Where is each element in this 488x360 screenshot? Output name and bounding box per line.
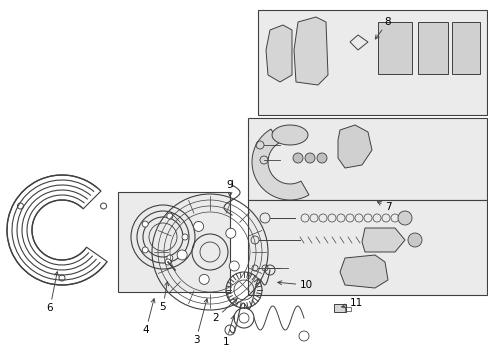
Text: 9: 9 [226,180,233,196]
Polygon shape [247,118,486,200]
Circle shape [397,211,411,225]
Polygon shape [265,25,291,82]
Polygon shape [293,17,327,85]
Polygon shape [337,125,371,168]
Text: 2: 2 [212,298,237,323]
Text: 6: 6 [46,272,58,313]
Bar [333,304,346,312]
Polygon shape [361,228,404,252]
Polygon shape [118,192,229,292]
Circle shape [142,221,148,227]
Circle shape [166,255,172,261]
Circle shape [142,247,148,253]
Polygon shape [339,255,387,288]
Circle shape [182,234,187,240]
Circle shape [407,233,421,247]
Text: 1: 1 [222,316,234,347]
Text: 7: 7 [377,202,390,212]
Circle shape [305,153,314,163]
Circle shape [199,274,209,284]
Circle shape [166,213,172,219]
Polygon shape [251,129,308,200]
Bar [451,22,479,74]
Bar [377,22,411,74]
Circle shape [229,261,239,271]
Circle shape [193,221,203,231]
Text: 5: 5 [160,282,168,312]
Polygon shape [271,125,307,145]
Text: 3: 3 [192,299,207,345]
Circle shape [316,153,326,163]
Bar [417,22,447,74]
Circle shape [292,153,303,163]
Text: 8: 8 [374,17,390,39]
Circle shape [177,250,187,260]
Text: 4: 4 [142,299,155,335]
Text: 11: 11 [341,298,362,308]
Polygon shape [258,10,486,115]
Circle shape [225,228,235,238]
Polygon shape [247,200,486,295]
Text: 10: 10 [277,280,312,290]
Bar [345,307,350,311]
Circle shape [164,259,171,265]
